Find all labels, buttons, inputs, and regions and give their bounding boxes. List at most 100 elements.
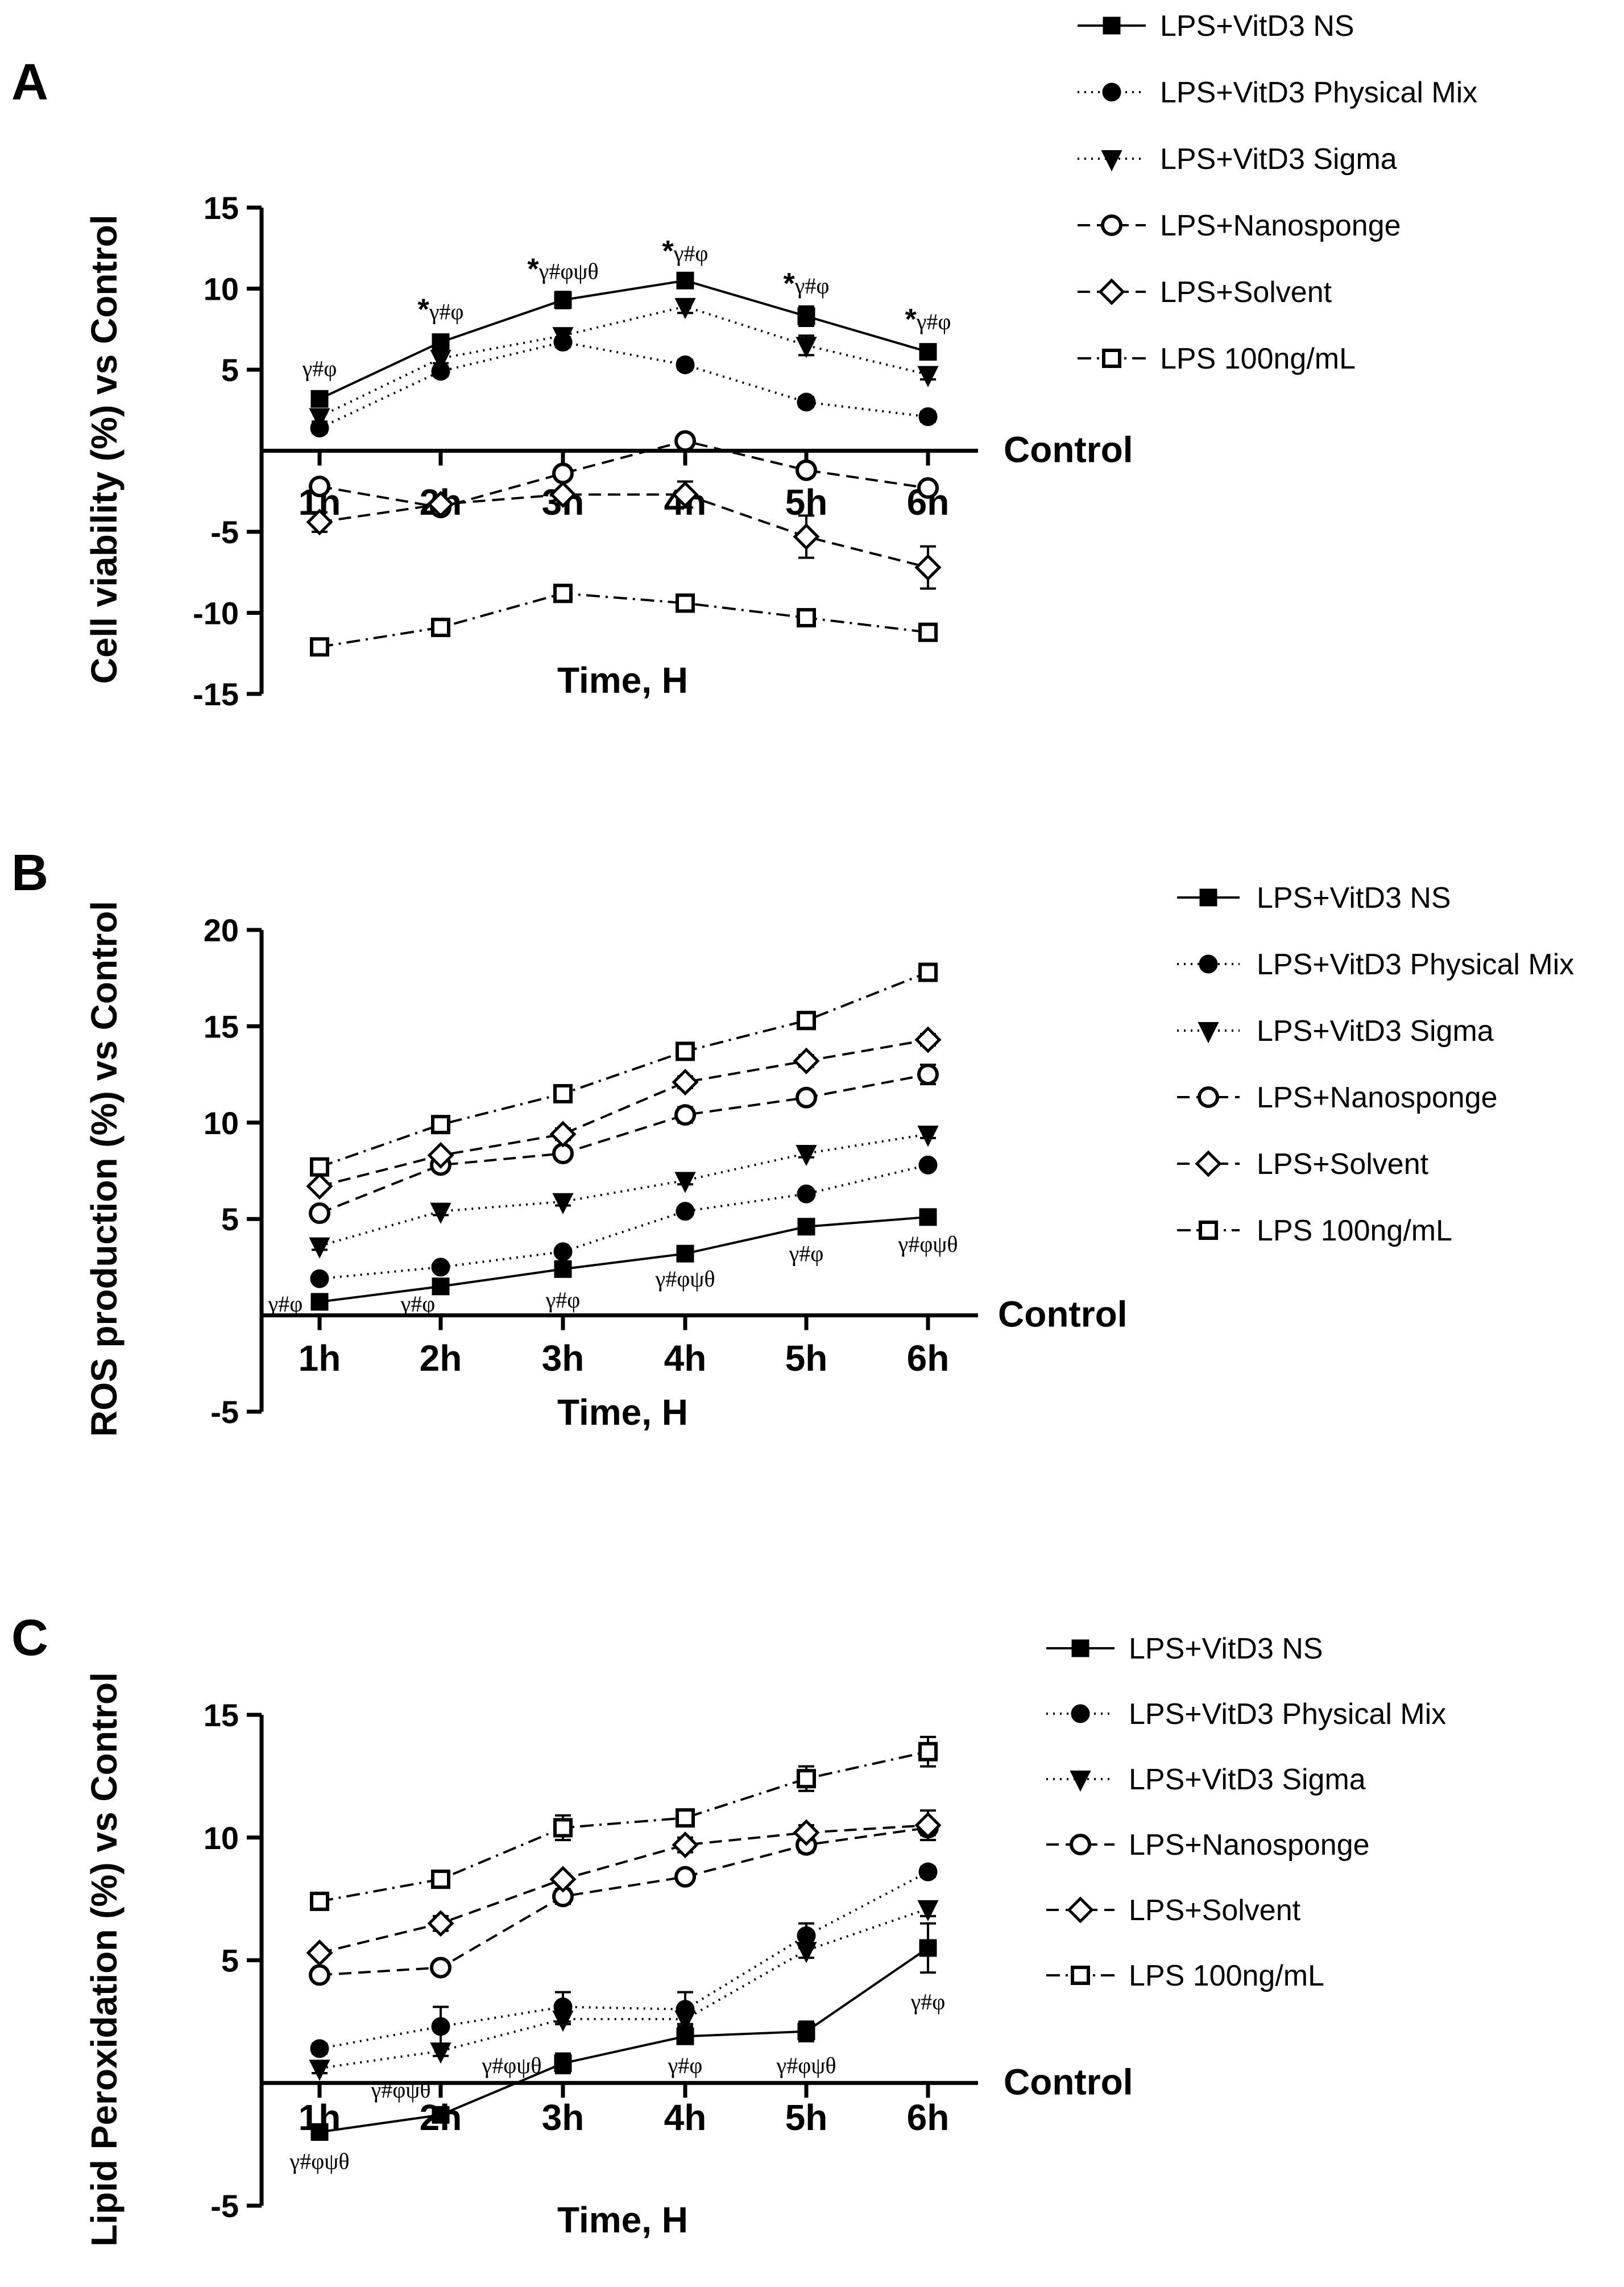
- marker-diamond-open: [793, 523, 820, 551]
- series-line: [319, 1750, 929, 1903]
- legend: LPS+VitD3 NS LPS+VitD3 Physical Mix LPS+Vi…: [1046, 1632, 1446, 1992]
- marker-square-open: [797, 1769, 816, 1789]
- legend-label: LPS+VitD3 Physical Mix: [1160, 76, 1477, 109]
- y-tick-label: 15: [204, 190, 239, 226]
- significance-symbols: γ#φ: [545, 1287, 581, 1313]
- legend-label: LPS+VitD3 Sigma: [1129, 1763, 1366, 1796]
- significance-annotation: γ#φ: [545, 1287, 581, 1313]
- x-tick-label: 6h: [907, 2097, 950, 2138]
- significance-star: *: [783, 267, 795, 300]
- series-line: [319, 341, 929, 429]
- marker-circle-filled: [918, 407, 938, 427]
- marker-triangle-down: [674, 297, 696, 320]
- marker-diamond-open: [793, 1819, 820, 1846]
- x-tick-label: 3h: [542, 1338, 585, 1379]
- y-tick-label: -5: [210, 514, 239, 550]
- marker-triangle-down: [917, 366, 939, 387]
- significance-annotation: *γ#φ: [662, 235, 708, 268]
- marker-triangle-down: [430, 350, 451, 371]
- x-axis-title: Time, H: [557, 2199, 688, 2240]
- significance-symbols: γ#φ: [429, 299, 464, 325]
- marker-diamond-open: [672, 1831, 699, 1859]
- marker-triangle-down: [309, 1237, 330, 1259]
- significance-symbols: γ#φψθ: [898, 1231, 958, 1257]
- significance-annotation: γ#φψθ: [371, 2077, 431, 2103]
- marker-square-open: [676, 1041, 695, 1061]
- series-line: [319, 440, 929, 509]
- marker-square-filled: [797, 1218, 815, 1236]
- series-line: [319, 592, 929, 648]
- legend-label: LPS+VitD3 Physical Mix: [1257, 948, 1574, 981]
- marker-square-filled: [1199, 888, 1217, 907]
- marker-square-open: [676, 1808, 695, 1828]
- marker-circle-filled: [918, 1862, 938, 1881]
- marker-circle-open: [1070, 1834, 1091, 1855]
- marker-square-open: [918, 1742, 938, 1761]
- y-tick-label: 15: [204, 1697, 239, 1733]
- significance-star: *: [417, 293, 429, 326]
- marker-triangle-down: [430, 1202, 451, 1224]
- marker-square-open: [797, 1011, 816, 1031]
- marker-diamond-open: [427, 1142, 454, 1169]
- legend-label: LPS 100ng/mL: [1257, 1214, 1452, 1247]
- marker-square-open: [1199, 1221, 1218, 1240]
- marker-square-open: [1102, 349, 1121, 368]
- panel-letter: B: [11, 845, 48, 901]
- significance-symbols: γ#φψθ: [482, 2053, 542, 2078]
- series-line: [319, 305, 929, 418]
- marker-diamond-open: [306, 1173, 333, 1200]
- series-lps-vitd3-ns: [310, 271, 937, 408]
- marker-diamond-open: [306, 1939, 333, 1967]
- significance-symbols: γ#φ: [794, 273, 830, 299]
- marker-circle-open: [674, 1104, 696, 1126]
- marker-circle-filled: [431, 1258, 450, 1277]
- series-line: [319, 493, 929, 569]
- legend: LPS+VitD3 NS LPS+VitD3 Physical Mix LPS+Vi…: [1078, 10, 1477, 375]
- marker-triangle-down: [1070, 1771, 1091, 1792]
- baseline-label: Control: [1004, 2061, 1133, 2102]
- y-tick-label: 5: [221, 1943, 239, 1979]
- panel-b: B 20 15 10 5 -5 Control 1h 2h 3h 4h 5h 6h Time, H ROS …: [11, 845, 1574, 1437]
- significance-annotation: γ#φψθ: [289, 2148, 350, 2174]
- series-line: [319, 1039, 929, 1188]
- marker-circle-filled: [797, 1926, 816, 1945]
- baseline-label: Control: [998, 1294, 1128, 1335]
- series-lps-vitd3-physical-mix: [310, 1862, 938, 2058]
- marker-square-open: [310, 1891, 329, 1911]
- marker-square-open: [431, 1870, 450, 1889]
- legend-label: LPS+Solvent: [1129, 1894, 1301, 1927]
- significance-annotation: γ#φ: [302, 355, 337, 381]
- legend-label: LPS+VitD3 NS: [1129, 1632, 1323, 1665]
- marker-circle-open: [796, 1086, 817, 1109]
- marker-square-open: [310, 637, 329, 657]
- marker-square-filled: [919, 343, 937, 361]
- marker-triangle-down: [1198, 1022, 1219, 1044]
- marker-square-filled: [310, 1293, 329, 1311]
- marker-circle-filled: [797, 1184, 816, 1204]
- marker-triangle-down: [430, 2042, 451, 2064]
- marker-square-filled: [310, 390, 329, 408]
- series-lps-solvent: [306, 1809, 942, 1967]
- marker-diamond-open: [914, 554, 942, 581]
- marker-diamond-open: [672, 481, 699, 508]
- marker-triangle-down: [796, 1942, 817, 1963]
- marker-square-filled: [310, 2123, 329, 2141]
- y-tick-label: 10: [204, 271, 239, 307]
- significance-symbols: γ#φψθ: [289, 2148, 350, 2174]
- marker-square-open: [676, 593, 695, 613]
- x-tick-label: 2h: [420, 1338, 462, 1379]
- marker-square-filled: [432, 2106, 450, 2124]
- marker-square-filled: [797, 307, 815, 325]
- y-tick-label: -5: [210, 1394, 239, 1430]
- marker-diamond-open: [427, 1910, 454, 1937]
- significance-symbols: γ#φψθ: [776, 2053, 836, 2078]
- significance-symbols: γ#φ: [302, 355, 337, 381]
- marker-triangle-down: [674, 1172, 696, 1193]
- y-axis-title: Cell viability (%) vs Control: [84, 214, 125, 684]
- significance-annotation: γ#φψθ: [776, 2053, 836, 2078]
- marker-square-filled: [432, 333, 450, 351]
- marker-circle-open: [430, 1957, 451, 1979]
- significance-star: *: [662, 235, 674, 268]
- series-lps-solvent: [306, 480, 942, 590]
- legend-label: LPS+Solvent: [1257, 1148, 1429, 1181]
